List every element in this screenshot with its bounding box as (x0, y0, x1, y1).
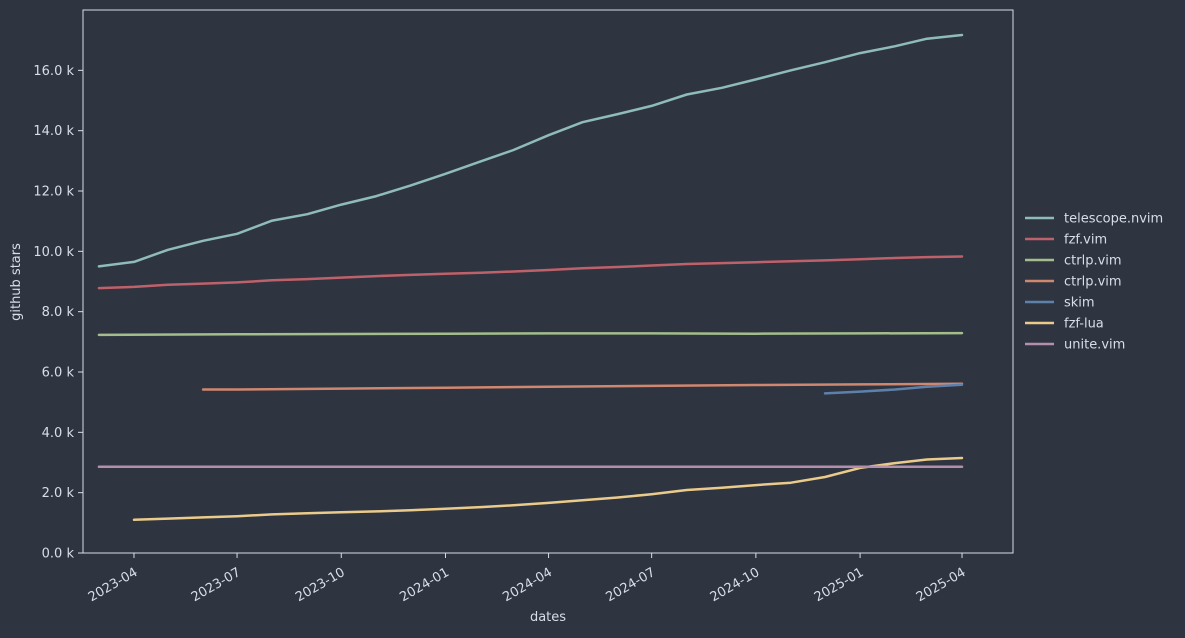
y-tick-label: 6.0 k (42, 366, 75, 381)
plot-area-frame (82, 9, 1014, 554)
x-tick-label: 2024-01 (397, 565, 452, 605)
y-axis-label: github stars (9, 243, 24, 321)
legend-label: fzf-lua (1064, 317, 1104, 332)
legend: telescope.nvim fzf.vim ctrlp.vim ctrlp.vim s… (1025, 212, 1163, 353)
y-tick-label: 14.0 k (33, 124, 74, 139)
x-tick-label: 2025-04 (914, 565, 969, 605)
y-axis: 0.0 k 2.0 k 4.0 k 6.0 k 8.0 k 10.0 k 12.0 k 14.… (33, 64, 83, 562)
legend-label: skim (1064, 296, 1095, 311)
x-tick-label: 2024-07 (603, 565, 658, 605)
x-tick-label: 2024-10 (708, 565, 763, 605)
legend-label: fzf.vim (1064, 233, 1107, 248)
y-tick-label: 4.0 k (42, 426, 75, 441)
series-line-ctrlp-vim-2 (97, 331, 964, 337)
x-tick-label: 2024-04 (500, 565, 555, 605)
x-tick-label: 2023-07 (189, 565, 244, 605)
y-tick-label: 8.0 k (42, 305, 75, 320)
legend-label: telescope.nvim (1064, 212, 1163, 227)
series-line-fzf-vim-1 (97, 255, 964, 290)
x-axis: 2023-04 2023-07 2023-10 2024-01 2024-04 2024-… (86, 553, 969, 605)
legend-label: unite.vim (1064, 338, 1125, 353)
series-line-ctrlp-vim-3 (201, 382, 964, 391)
y-tick-label: 10.0 k (33, 245, 74, 260)
series-line-skim-4 (823, 383, 964, 395)
x-axis-label: dates (530, 610, 566, 625)
y-tick-label: 0.0 k (42, 547, 75, 562)
y-tick-label: 16.0 k (33, 64, 74, 79)
x-tick-label: 2023-10 (293, 565, 348, 605)
y-tick-label: 2.0 k (42, 486, 75, 501)
series-line-fzf-lua-5 (132, 456, 964, 522)
legend-label: ctrlp.vim (1064, 275, 1122, 290)
x-tick-label: 2023-04 (86, 565, 141, 605)
x-tick-label: 2025-01 (812, 565, 867, 605)
legend-label: ctrlp.vim (1064, 254, 1122, 269)
series-line-telescope-nvim-0 (97, 33, 964, 268)
series-lines (97, 33, 964, 522)
y-tick-label: 12.0 k (33, 185, 74, 200)
